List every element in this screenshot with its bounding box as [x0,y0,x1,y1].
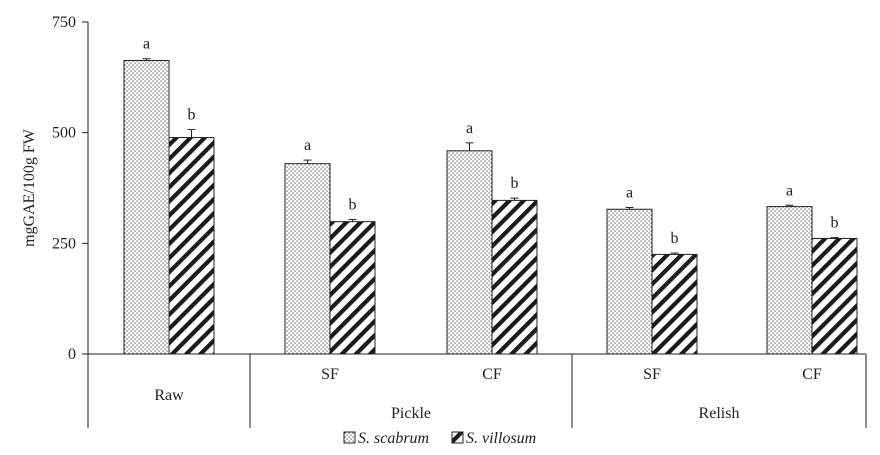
bar-s-scabrum [284,163,331,355]
legend-label-s-villosum: S. villosum [466,430,536,447]
significance-letter: a [143,36,150,53]
group-label-pickle: Pickle [391,405,431,422]
significance-letter: b [511,175,519,192]
bar-s-villosum [491,199,538,355]
legend-swatch-s-scabrum [343,431,356,444]
legend-item-s-scabrum[interactable]: S. scabrum [343,430,429,447]
y-axis-title: mgGAE/100g FW [21,128,38,247]
significance-letter: b [188,107,196,124]
significance-letter: a [466,120,473,137]
bar-s-villosum [168,137,215,355]
category-label: SF [643,366,661,383]
category-label: Raw [154,387,184,404]
significance-letter: a [786,182,793,199]
y-axis: 0 250 500 750 mgGAE/100g FW [21,14,89,363]
legend-label-s-scabrum: S. scabrum [358,430,429,447]
group-label-relish: Relish [699,405,740,422]
category-axis: Raw SF CF SF CF Pickle Relish [87,353,867,428]
bar-s-scabrum [766,206,813,355]
category-label: CF [802,366,822,383]
category-label: CF [482,366,502,383]
bar-s-villosum [651,253,698,355]
bar-s-scabrum [446,150,493,355]
significance-letter: a [626,184,633,201]
legend: S. scabrum S. villosum [343,430,536,447]
bars: a a a a a b b b b b [123,36,858,355]
significance-letter: b [349,196,357,213]
bar-s-scabrum [606,208,653,355]
bar-s-villosum [811,237,858,355]
category-label: SF [321,366,339,383]
significance-letter: b [671,230,679,247]
y-tick-label: 0 [68,346,76,363]
legend-swatch-s-villosum [451,431,464,444]
bar-s-villosum [329,221,376,355]
y-tick-label: 500 [52,125,76,142]
category-labels: Raw SF CF SF CF [154,366,822,404]
y-tick-label: 750 [52,14,76,31]
y-tick-label: 250 [52,235,76,252]
legend-item-s-villosum[interactable]: S. villosum [451,430,536,447]
significance-letter: b [831,215,839,232]
bar-s-scabrum [123,60,170,355]
y-ticks: 0 250 500 750 [52,14,88,363]
significance-letter: a [304,137,311,154]
